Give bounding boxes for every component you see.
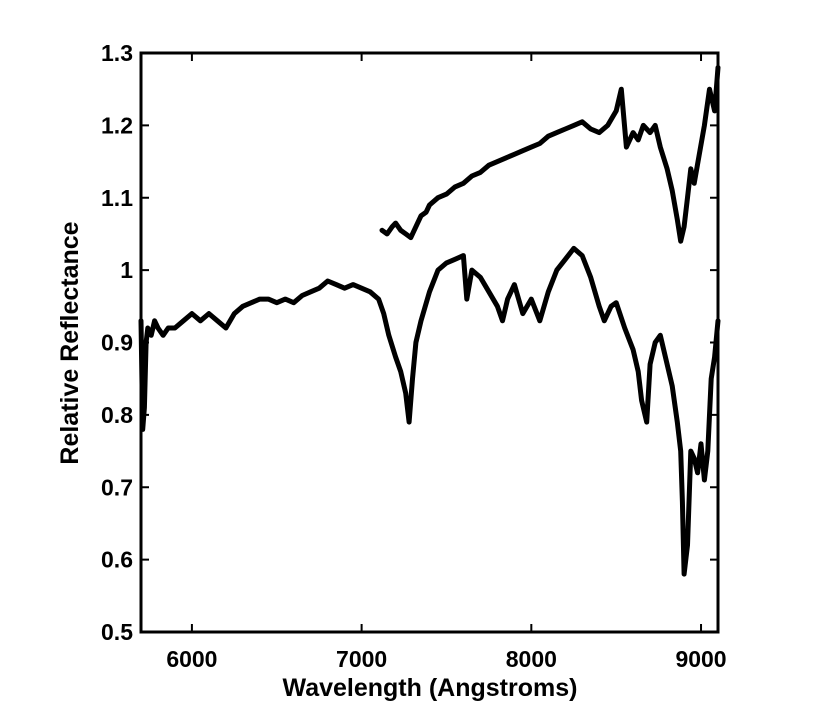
x-axis-label: Wavelength (Angstroms): [283, 674, 578, 702]
series-layer: [138, 65, 721, 577]
x-ticks: 6000 7000 8000 9000: [166, 53, 727, 672]
y-tick-label: 0.6: [101, 547, 133, 573]
y-tick-label: 0.5: [101, 619, 133, 645]
y-tick-label: 1.3: [101, 40, 133, 66]
x-tick-label: 8000: [506, 646, 557, 672]
y-tick-label: 0.7: [101, 474, 133, 500]
y-tick-label: 0.9: [101, 330, 133, 356]
x-tick-label: 6000: [166, 646, 217, 672]
y-ticks: 0.5 0.6 0.7 0.8 0.9 1 1.1 1.2 1.3: [101, 40, 718, 645]
series-line-upper: [379, 65, 721, 244]
y-axis-label: Relative Reflectance: [56, 221, 84, 464]
x-tick-label: 9000: [675, 646, 726, 672]
x-tick-label: 7000: [336, 646, 387, 672]
y-tick-label: 1.1: [101, 185, 133, 211]
y-tick-label: 1.2: [101, 112, 133, 138]
series-line-lower: [138, 245, 721, 577]
y-tick-label: 1: [120, 257, 133, 283]
y-tick-label: 0.8: [101, 402, 133, 428]
